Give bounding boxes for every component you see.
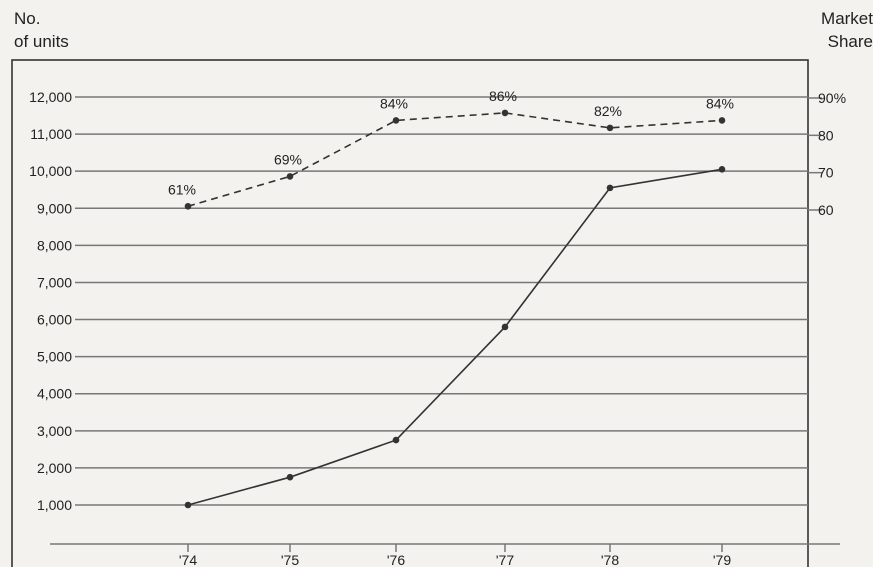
right-tick-label: 60	[818, 202, 834, 218]
plot-frame	[11, 59, 809, 567]
market-share-data-label: 69%	[274, 151, 302, 167]
x-tick-label: '75	[281, 552, 299, 567]
frame-layer	[11, 59, 809, 567]
left-tick-label: 1,000	[37, 497, 72, 513]
left-tick-label: 4,000	[37, 386, 72, 402]
series-layer: 61% 69% 84% 86% 82% 84%	[168, 88, 734, 509]
x-tick-label: '74	[179, 552, 197, 567]
right-tick-label: 80	[818, 127, 834, 143]
units-point	[184, 501, 192, 509]
left-tick-label: 10,000	[29, 163, 72, 179]
market-share-point	[718, 117, 726, 124]
titles-layer: No. of units Market Share	[14, 9, 873, 51]
market-share-series-line	[187, 112, 723, 208]
left-tick-label: 7,000	[37, 274, 72, 290]
units-point	[718, 166, 726, 173]
units-point	[286, 473, 294, 481]
market-share-point	[606, 124, 614, 132]
x-tick-label: '76	[387, 552, 405, 567]
right-axis-title-line1: Market	[821, 9, 873, 28]
left-tick-label: 3,000	[37, 423, 72, 439]
grid-layer	[50, 96, 840, 552]
market-share-data-label: 84%	[380, 95, 408, 111]
right-axis-title-line2: Share	[828, 32, 873, 51]
right-tick-label: 70	[818, 165, 834, 181]
left-tick-label: 11,000	[30, 126, 72, 142]
market-share-data-label: 82%	[594, 103, 622, 119]
left-axis-title-line1: No.	[14, 9, 40, 28]
units-point	[392, 436, 400, 444]
units-point	[501, 323, 509, 331]
left-tick-label: 9,000	[37, 200, 72, 216]
right-tick-label: 90%	[818, 90, 846, 106]
units-series-line	[187, 168, 723, 506]
left-tick-label: 12,000	[29, 89, 72, 105]
market-share-point	[392, 117, 400, 124]
ticks-layer: 1,000 2,000 3,000 4,000 5,000 6,000 7,000 8,000…	[29, 89, 846, 567]
market-share-data-label: 86%	[489, 88, 517, 104]
left-tick-label: 6,000	[37, 312, 72, 328]
left-tick-label: 5,000	[37, 349, 72, 365]
market-share-point	[501, 109, 509, 117]
x-tick-label: '78	[601, 552, 619, 567]
left-axis-title-line2: of units	[14, 32, 69, 51]
x-tick-label: '77	[496, 552, 514, 567]
left-tick-label: 2,000	[37, 460, 72, 476]
left-tick-label: 8,000	[37, 237, 72, 253]
market-share-data-label: 61%	[168, 181, 196, 197]
units-point	[606, 184, 614, 192]
market-share-point	[184, 202, 192, 210]
market-share-data-label: 84%	[706, 95, 734, 111]
x-tick-label: '79	[713, 552, 731, 567]
market-share-point	[286, 173, 294, 180]
